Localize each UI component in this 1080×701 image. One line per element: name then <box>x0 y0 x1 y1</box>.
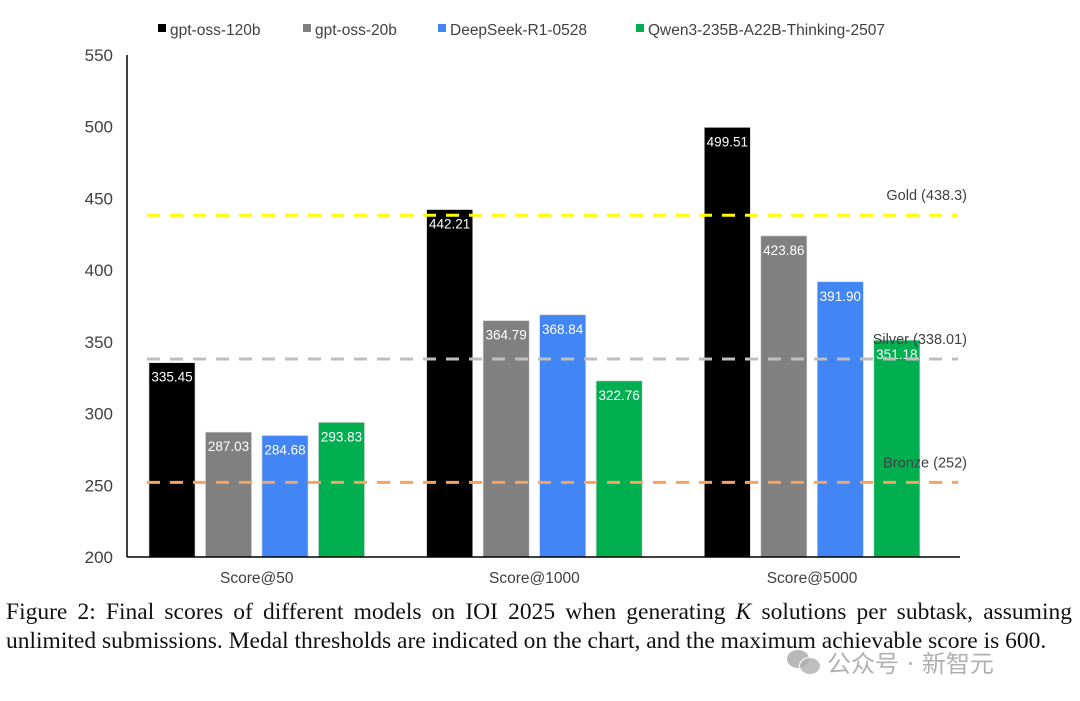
bar-deepseek-r1-0528 <box>817 281 864 558</box>
data-label: 499.51 <box>707 134 748 149</box>
legend-swatch <box>438 24 446 32</box>
y-tick-label: 350 <box>85 333 113 352</box>
bar-gpt-oss-120b <box>426 209 473 558</box>
bar-gpt-oss-120b <box>704 127 751 558</box>
data-label: 284.68 <box>264 443 305 458</box>
legend-label: Qwen3-235B-A22B-Thinking-2507 <box>648 22 885 39</box>
bars: 335.45 287.03 284.68 293.83 442.21 364.79 368.… <box>148 127 921 558</box>
reference-label-bronze: Bronze (252) <box>883 455 967 471</box>
reference-label-gold: Gold (438.3) <box>886 188 967 204</box>
caption-variable: K <box>735 599 752 625</box>
data-label: 364.79 <box>486 328 527 343</box>
caption-prefix: Figure 2: Final scores of different mode… <box>6 599 736 625</box>
x-tick-label: Score@50 <box>220 570 294 587</box>
data-label: 423.86 <box>763 243 804 258</box>
y-tick-label: 250 <box>85 476 113 495</box>
x-tick-label: Score@5000 <box>767 570 858 587</box>
reference-label-silver: Silver (338.01) <box>873 332 967 348</box>
caption-suffix: solutions per subtask, assuming unlimite… <box>6 599 1072 654</box>
x-tick-label: Score@1000 <box>489 570 580 587</box>
bar-qwen3-235b-a22b-thinking-2507 <box>595 380 643 558</box>
data-label: 335.45 <box>151 370 192 385</box>
data-label: 287.03 <box>208 439 249 454</box>
legend-swatch <box>158 24 166 32</box>
data-label: 293.83 <box>321 429 362 444</box>
bar-qwen3-235b-a22b-thinking-2507 <box>873 339 921 558</box>
legend-label: gpt-oss-20b <box>315 22 397 39</box>
x-axis: Score@50 Score@1000 Score@5000 <box>127 556 960 587</box>
y-tick-label: 400 <box>85 261 113 280</box>
y-tick-label: 500 <box>85 118 113 137</box>
reference-lines: Gold (438.3) Silver (338.01) Bronze (252) <box>147 188 967 484</box>
bar-deepseek-r1-0528 <box>539 314 586 558</box>
legend-swatch <box>636 24 644 32</box>
y-axis: 200 250 300 350 400 450 500 550 <box>85 46 128 567</box>
bar-chart: gpt-oss-120b gpt-oss-20b DeepSeek-R1-0528 Q… <box>85 22 967 587</box>
data-label: 442.21 <box>429 217 470 232</box>
data-label: 391.90 <box>820 289 861 304</box>
y-tick-label: 300 <box>85 405 113 424</box>
bar-gpt-oss-20b <box>482 320 530 558</box>
data-label: 322.76 <box>599 388 640 403</box>
bar-gpt-oss-120b <box>148 362 196 558</box>
bar-gpt-oss-20b <box>760 235 808 558</box>
y-tick-label: 550 <box>85 46 113 65</box>
legend-swatch <box>303 24 311 32</box>
legend-label: DeepSeek-R1-0528 <box>450 22 587 39</box>
y-tick-label: 450 <box>85 189 113 208</box>
legend-label: gpt-oss-120b <box>170 22 260 39</box>
figure-caption: Figure 2: Final scores of different mode… <box>6 598 1072 656</box>
bar-deepseek-r1-0528 <box>261 435 309 558</box>
data-label: 368.84 <box>542 322 584 337</box>
legend: gpt-oss-120b gpt-oss-20b DeepSeek-R1-0528 Q… <box>158 22 885 39</box>
y-tick-label: 200 <box>85 548 113 567</box>
